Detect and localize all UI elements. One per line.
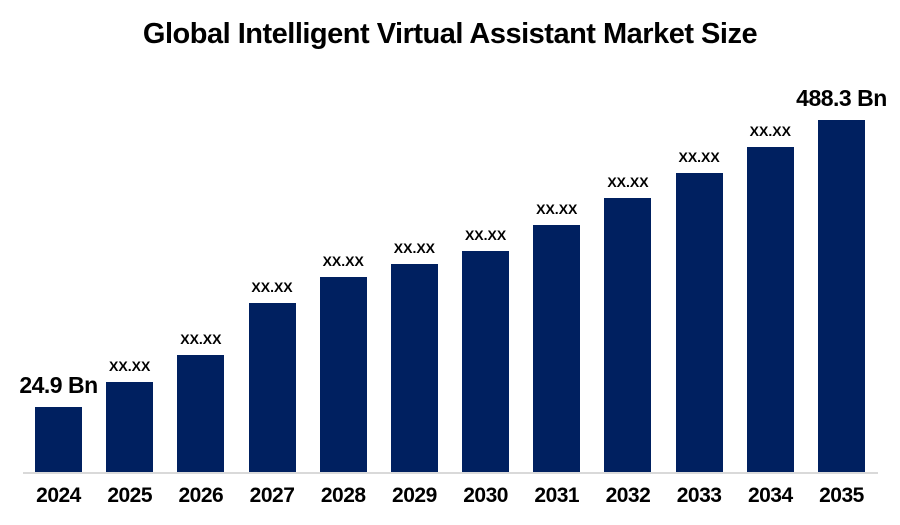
- x-axis-label-2027: 2027: [249, 484, 295, 507]
- bar-2031: [533, 225, 581, 472]
- x-axis-label-2034: 2034: [747, 484, 793, 507]
- bar-2030: [462, 251, 510, 472]
- x-axis-label-2032: 2032: [605, 484, 651, 507]
- bar-2026: [177, 355, 225, 472]
- bar-2024: [35, 407, 82, 472]
- bar-2033: [675, 173, 723, 472]
- x-axis-label-2026: 2026: [178, 484, 224, 507]
- x-axis-label-2024: 2024: [36, 484, 81, 507]
- bar-value-label-2035: 488.3 Bn: [796, 85, 887, 111]
- x-axis-label-2035: 2035: [819, 484, 864, 507]
- bar-value-label-2024: 24.9 Bn: [19, 372, 98, 398]
- bar-value-label-2029: XX.XX: [393, 240, 436, 256]
- bar-2027: [248, 303, 296, 472]
- bar-2025: [106, 382, 154, 472]
- bar-value-label-2026: XX.XX: [180, 331, 222, 347]
- x-axis-label-2031: 2031: [534, 484, 580, 507]
- bar-2032: [604, 198, 652, 472]
- x-axis-label-2033: 2033: [676, 484, 722, 507]
- bar-2029: [390, 264, 438, 472]
- bar-2035: [817, 120, 865, 472]
- x-axis-label-2025: 2025: [107, 484, 153, 507]
- x-axis-line: [23, 472, 878, 474]
- bar-value-label-2030: XX.XX: [464, 227, 507, 243]
- bar-2034: [746, 147, 794, 472]
- bar-value-label-2031: XX.XX: [536, 201, 578, 217]
- bar-value-label-2025: XX.XX: [109, 358, 151, 374]
- bar-2028: [319, 277, 367, 472]
- bar-value-label-2032: XX.XX: [607, 174, 649, 190]
- x-axis-label-2029: 2029: [392, 484, 437, 507]
- x-axis-label-2028: 2028: [320, 484, 366, 507]
- bar-value-label-2034: XX.XX: [749, 123, 791, 139]
- bar-value-label-2028: XX.XX: [322, 253, 364, 269]
- chart-title: Global Intelligent Virtual Assistant Mar…: [142, 18, 758, 50]
- bar-value-label-2027: XX.XX: [251, 279, 293, 295]
- bar-value-label-2033: XX.XX: [678, 149, 720, 165]
- x-axis-label-2030: 2030: [463, 484, 508, 507]
